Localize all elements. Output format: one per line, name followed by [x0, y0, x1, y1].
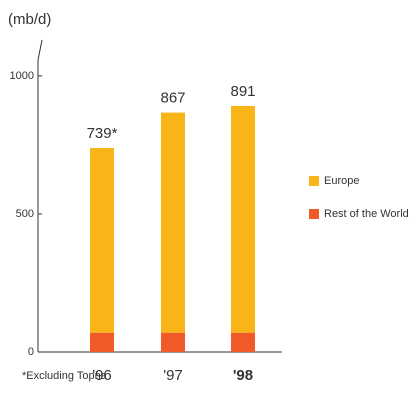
total-label: 867: [160, 90, 185, 107]
legend-swatch: [309, 209, 319, 219]
bar-segment: [90, 332, 114, 352]
y-tick-label: 1000: [10, 70, 34, 82]
y-axis: [37, 39, 43, 352]
bar-segment: [161, 332, 185, 352]
x-tick-label: '97: [163, 367, 183, 384]
legend-label: Europe: [324, 175, 359, 187]
bar-segment: [231, 105, 255, 333]
legend-swatch: [309, 176, 319, 186]
total-label: 891: [230, 83, 255, 100]
bar-segment: [231, 332, 255, 352]
footnote: *Excluding Topna: [22, 370, 108, 382]
x-tick-label: '96: [92, 367, 112, 384]
y-tick-label: 500: [16, 208, 34, 220]
bar-segment: [161, 112, 185, 333]
x-tick-label: '98: [233, 367, 253, 384]
legend-label: Rest of the World: [324, 208, 409, 220]
total-label: 739*: [87, 125, 118, 142]
bar-segment: [90, 147, 114, 333]
y-axis-label: (mb/d): [8, 11, 51, 28]
y-tick-label: 0: [28, 346, 34, 358]
